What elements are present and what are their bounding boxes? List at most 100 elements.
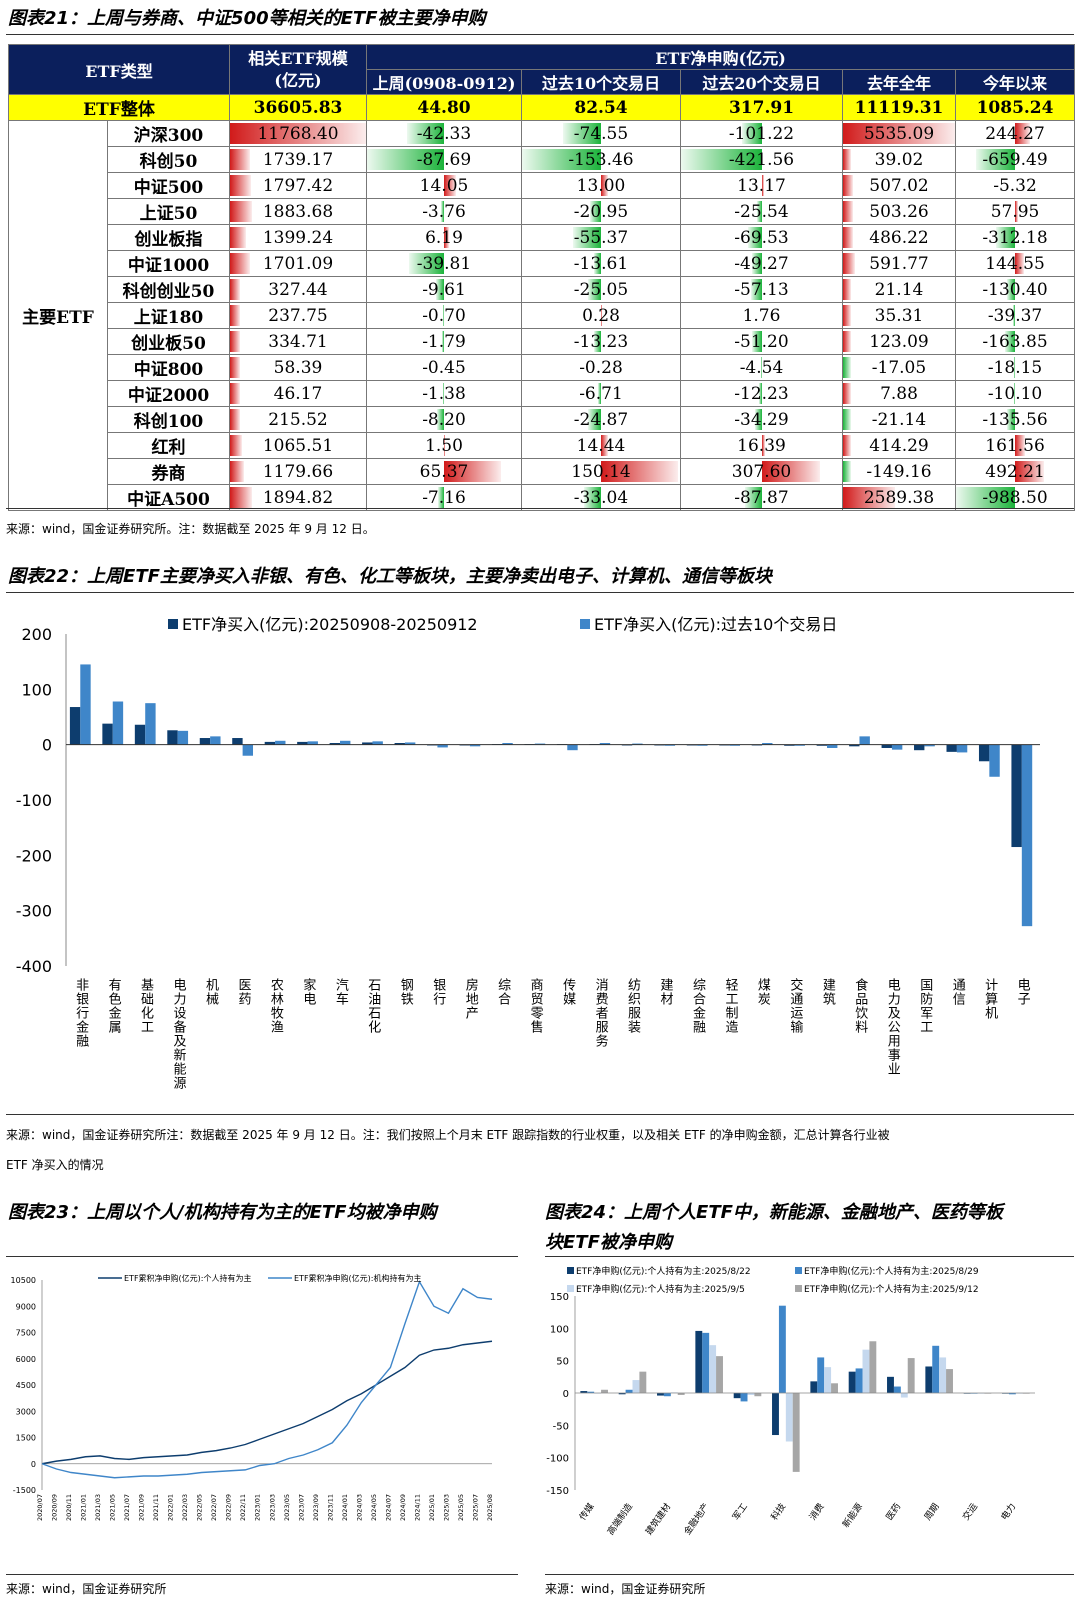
cell-value: -24.87 [573,409,629,430]
cell-value: -17.05 [871,357,927,378]
category-label: 交运 [960,1501,980,1523]
bar [297,741,308,745]
bar [632,743,643,745]
x-tick-label: 2023/03 [268,1494,276,1521]
cell-value: 591.77 [869,253,929,274]
data-bar [996,227,1016,248]
cell-value: 1797.42 [262,175,334,196]
table-cell: -55.37 [521,224,681,251]
data-bar [590,201,601,222]
category-label: 家电 [300,977,316,1006]
bar [639,1371,647,1393]
bar [881,744,892,748]
cell-value: -8.20 [422,409,466,430]
cell-value: -20.95 [573,201,629,222]
cell-value: -988.50 [982,487,1048,508]
fig21-source: 来源：wind，国金证券研究所。注：数据截至 2025 年 9 月 12 日。 [6,522,375,536]
table-row: 券商 1179.66 65.37 150.14 307.60 -149.16 492.21 [9,458,1076,485]
etf-name: 券商 [107,458,230,485]
cell-value: 7.88 [880,383,918,404]
etf-table: ETF类型 相关ETF规模 (亿元) ETF净申购(亿元) 上周(0908-091… [8,44,1076,511]
cell-value: 16.39 [737,435,786,456]
fig21-title-rule [6,34,1074,35]
data-bar [1012,305,1016,326]
data-bar [1015,123,1030,144]
cell-value: 307.60 [731,461,792,482]
data-bar [230,279,240,300]
cell-value: 11768.40 [257,123,339,144]
data-bar [1006,409,1016,430]
data-bar [601,175,608,196]
data-bar [1013,357,1016,378]
data-bar [843,487,896,508]
bar [762,743,773,745]
cell-value: 0.28 [582,305,620,326]
etf-name: 创业板50 [107,328,230,355]
data-bar [230,123,366,144]
cell-value: -87.69 [416,149,472,170]
bar [862,1349,870,1393]
table-cell: -87.87 [680,484,843,511]
fig23-title-rule [6,1256,518,1257]
data-bar [843,331,851,352]
data-bar [1015,461,1045,482]
table-cell: 244.27 [954,120,1076,147]
table-cell: -163.85 [954,328,1076,355]
bar [695,1330,703,1393]
y-tick-label: 200 [21,625,52,644]
cell-value: 1065.51 [262,435,334,456]
y-tick-label: -400 [16,957,52,976]
cell-value: 6.19 [425,227,463,248]
data-bar [756,201,762,222]
bar [709,1345,717,1393]
table-cell: 14.05 [366,172,522,199]
bar [102,723,113,745]
bar [167,730,178,745]
table-cell: -988.50 [954,484,1076,511]
cell-value: -18.15 [987,357,1043,378]
bar [567,744,578,751]
cell-value: 5535.09 [863,123,935,144]
data-bar [843,253,855,274]
fig23-source: 来源：wind，国金证券研究所 [6,1582,167,1596]
bar [625,1389,633,1393]
data-bar [1015,435,1025,456]
table-cell: 1399.24 [229,224,367,251]
table-cell: 1883.68 [229,198,367,225]
table-cell: 1065.51 [229,432,367,459]
category-label: 房地产 [463,977,479,1020]
fig22-title: 图表22：上周ETF主要净买入非银、有色、化工等板块，主要净卖出电子、计算机、通… [8,566,772,587]
data-bar [437,487,444,508]
data-bar [759,383,762,404]
table-cell: -42.33 [366,120,522,147]
fig24-title-rule [545,1256,1074,1257]
cell-value: -69.53 [734,227,789,248]
bar [394,743,405,745]
table-row: 主要ETF 沪深300 11768.40 -42.33 -74.55 -101.22 553… [8,120,1076,511]
bar [956,744,968,753]
fig22-source-line2: ETF 净买入的情况 [6,1158,104,1172]
category-label: 电力 [998,1501,1018,1523]
table-cell: -10.10 [954,380,1076,407]
legend-label: ETF净申购(亿元):个人持有为主:2025/8/22 [576,1265,751,1277]
bar [372,741,383,745]
data-bar [761,175,764,196]
cell-value: 39.02 [874,149,924,170]
data-bar [409,253,444,274]
table-cell: -1.38 [366,380,522,407]
cell-value: -149.16 [866,461,932,482]
y-tick-label: 10500 [11,1276,36,1285]
cell-value: -7.16 [422,487,466,508]
y-tick-label: 0 [31,1460,36,1469]
table-cell: 11768.40 [229,120,367,147]
table-cell: 492.21 [954,458,1076,485]
category-label: 非银行金融 [73,978,89,1048]
fig23-title: 图表23：上周以个人/机构持有为主的ETF均被净申购 [8,1202,437,1223]
cell-value: 65.37 [419,461,469,482]
bar [242,744,254,756]
table-cell: -25.05 [521,276,681,303]
data-bar [522,149,601,170]
data-bar [230,175,251,196]
cell-value: 35.31 [874,305,924,326]
bar [1008,1393,1016,1395]
